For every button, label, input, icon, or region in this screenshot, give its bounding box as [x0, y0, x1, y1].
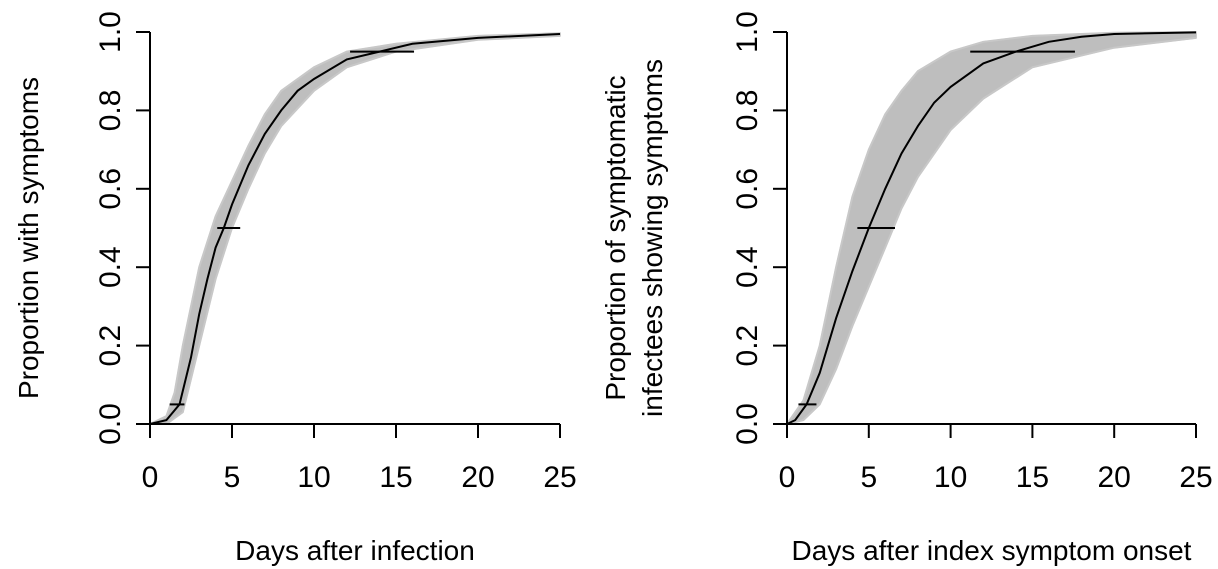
y-tick-label: 0.8: [94, 90, 127, 132]
y-tick-label: 0.2: [94, 325, 127, 367]
x-tick-label: 20: [1098, 461, 1131, 494]
y-axis-title: Proportion with symptoms: [13, 77, 44, 399]
x-tick-label: 15: [379, 461, 412, 494]
band-upper-edge: [786, 31, 1197, 425]
x-axis-title: Days after infection: [235, 535, 475, 566]
y-tick-label: 1.0: [731, 11, 764, 53]
central-estimate-line: [786, 31, 1197, 425]
y-tick-label: 0.6: [94, 168, 127, 210]
y-tick-label: 0.4: [94, 246, 127, 288]
y-tick-label: 1.0: [94, 11, 127, 53]
uncertainty-band: [785, 31, 1197, 426]
x-tick-label: 10: [934, 461, 967, 494]
x-tick-label: 10: [297, 461, 330, 494]
x-tick-label: 5: [860, 461, 877, 494]
x-tick-label: 25: [1179, 461, 1212, 494]
x-tick-label: 5: [224, 461, 241, 494]
panel-right: 0 5 10 15 20 25 0.0 0.2 0.4 0.6 0.8 1.0 Days after i…: [600, 11, 1213, 566]
band-lower-edge: [150, 34, 561, 425]
panel-left: 0 5 10 15 20 25 0.0 0.2 0.4 0.6 0.8 1.0 Days after i…: [13, 11, 577, 566]
y-axis-title: Proportion of symptomatic: [600, 75, 631, 400]
x-tick-label: 20: [461, 461, 494, 494]
y-axis-title: infectees showing symptoms: [637, 59, 668, 417]
y-tick-label: 0.6: [731, 168, 764, 210]
x-tick-label: 0: [142, 461, 159, 494]
y-tick-label: 0.2: [731, 325, 764, 367]
band-upper-edge: [149, 32, 561, 425]
x-tick-label: 25: [543, 461, 576, 494]
x-axis-title: Days after index symptom onset: [792, 535, 1192, 566]
y-tick-label: 0.0: [731, 403, 764, 445]
y-tick-label: 0.0: [94, 403, 127, 445]
x-tick-label: 15: [1016, 461, 1049, 494]
y-tick-label: 0.8: [731, 90, 764, 132]
x-tick-label: 0: [779, 461, 796, 494]
y-tick-label: 0.4: [731, 246, 764, 288]
